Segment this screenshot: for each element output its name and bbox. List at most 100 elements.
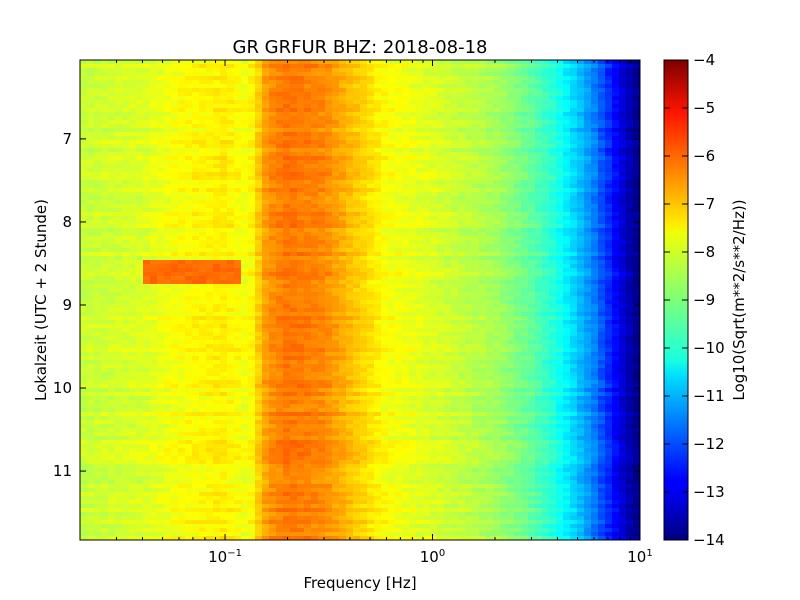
heatmap-cell — [514, 248, 522, 253]
heatmap-cell — [584, 220, 592, 225]
heatmap-cell — [192, 120, 200, 125]
heatmap-cell — [444, 144, 452, 149]
heatmap-cell — [591, 300, 599, 305]
heatmap-cell — [227, 108, 235, 113]
heatmap-cell — [269, 172, 277, 177]
heatmap-cell — [605, 164, 613, 169]
heatmap-cell — [87, 72, 95, 77]
heatmap-cell — [458, 196, 466, 201]
heatmap-cell — [115, 80, 123, 85]
heatmap-cell — [150, 168, 158, 173]
heatmap-cell — [206, 104, 214, 109]
heatmap-cell — [262, 256, 270, 261]
heatmap-cell — [346, 196, 354, 201]
heatmap-cell — [605, 188, 613, 193]
heatmap-cell — [549, 184, 557, 189]
heatmap-cell — [619, 164, 627, 169]
heatmap-cell — [325, 292, 333, 297]
heatmap-cell — [262, 300, 270, 305]
heatmap-cell — [451, 192, 459, 197]
heatmap-cell — [94, 180, 102, 185]
heatmap-cell — [115, 156, 123, 161]
heatmap-cell — [514, 76, 522, 81]
heatmap-cell — [500, 204, 508, 209]
heatmap-cell — [444, 204, 452, 209]
heatmap-cell — [283, 248, 291, 253]
heatmap-cell — [486, 168, 494, 173]
heatmap-cell — [192, 152, 200, 157]
heatmap-cell — [381, 288, 389, 293]
heatmap-cell — [115, 296, 123, 301]
heatmap-cell — [150, 204, 158, 209]
heatmap-cell — [136, 96, 144, 101]
heatmap-cell — [626, 96, 634, 101]
heatmap-cell — [619, 76, 627, 81]
heatmap-cell — [549, 220, 557, 225]
heatmap-cell — [332, 256, 340, 261]
heatmap-cell — [381, 156, 389, 161]
heatmap-cell — [556, 80, 564, 85]
heatmap-cell — [605, 296, 613, 301]
heatmap-cell — [346, 236, 354, 241]
heatmap-cell — [178, 140, 186, 145]
heatmap-cell — [318, 124, 326, 129]
heatmap-cell — [577, 280, 585, 285]
heatmap-cell — [584, 232, 592, 237]
heatmap-cell — [136, 296, 144, 301]
heatmap-cell — [353, 124, 361, 129]
heatmap-cell — [94, 296, 102, 301]
heatmap-cell — [122, 80, 130, 85]
heatmap-cell — [227, 140, 235, 145]
heatmap-cell — [465, 84, 473, 89]
heatmap-cell — [262, 188, 270, 193]
heatmap-cell — [605, 72, 613, 77]
heatmap-cell — [150, 236, 158, 241]
heatmap-cell — [395, 292, 403, 297]
heatmap-cell — [157, 172, 165, 177]
heatmap-cell — [598, 164, 606, 169]
heatmap-cell — [479, 232, 487, 237]
heatmap-cell — [297, 200, 305, 205]
heatmap-cell — [248, 164, 256, 169]
heatmap-cell — [465, 256, 473, 261]
heatmap-cell — [290, 224, 298, 229]
heatmap-cell — [633, 292, 641, 297]
heatmap-cell — [311, 200, 319, 205]
heatmap-cell — [164, 300, 172, 305]
heatmap-cell — [409, 80, 417, 85]
heatmap-cell — [367, 256, 375, 261]
heatmap-cell — [115, 196, 123, 201]
heatmap-cell — [626, 240, 634, 245]
heatmap-cell — [514, 124, 522, 129]
heatmap-cell — [479, 160, 487, 165]
heatmap-cell — [101, 168, 109, 173]
heatmap-cell — [87, 104, 95, 109]
heatmap-cell — [220, 176, 228, 181]
heatmap-cell — [528, 124, 536, 129]
heatmap-cell — [269, 276, 277, 281]
heatmap-cell — [556, 112, 564, 117]
heatmap-cell — [626, 120, 634, 125]
heatmap-cell — [458, 176, 466, 181]
heatmap-cell — [94, 156, 102, 161]
heatmap-cell — [423, 108, 431, 113]
heatmap-cell — [234, 64, 242, 69]
heatmap-cell — [178, 236, 186, 241]
heatmap-cell — [458, 148, 466, 153]
heatmap-cell — [577, 124, 585, 129]
heatmap-cell — [353, 172, 361, 177]
heatmap-cell — [164, 128, 172, 133]
heatmap-cell — [297, 280, 305, 285]
heatmap-cell — [584, 64, 592, 69]
heatmap-cell — [227, 236, 235, 241]
heatmap-cell — [563, 216, 571, 221]
heatmap-cell — [598, 104, 606, 109]
heatmap-cell — [150, 128, 158, 133]
heatmap-cell — [535, 172, 543, 177]
heatmap-cell — [563, 280, 571, 285]
heatmap-cell — [311, 152, 319, 157]
heatmap-cell — [115, 220, 123, 225]
heatmap-cell — [514, 156, 522, 161]
heatmap-cell — [444, 60, 452, 65]
heatmap-cell — [311, 104, 319, 109]
